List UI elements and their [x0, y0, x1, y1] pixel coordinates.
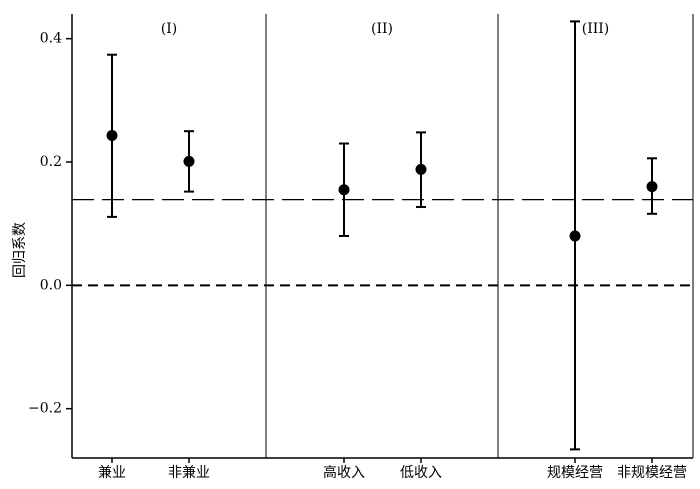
x-tick-label: 兼业: [98, 465, 126, 481]
x-tick-label: 低收入: [400, 465, 442, 481]
y-tick-label: 0.4: [40, 31, 62, 47]
point: [106, 129, 118, 141]
group-label: (II): [371, 21, 393, 37]
x-tick-label: 非兼业: [168, 465, 210, 481]
point: [183, 155, 195, 167]
group-label: (I): [161, 21, 177, 37]
y-tick-label: 0.2: [40, 154, 62, 170]
point: [338, 184, 350, 196]
x-tick-label: 非规模经营: [617, 465, 687, 481]
x-tick-label: 高收入: [323, 464, 365, 481]
point: [646, 181, 658, 193]
x-tick-label: 规模经营: [547, 465, 603, 481]
group-label: (III): [582, 21, 610, 37]
point: [415, 163, 427, 175]
y-tick-label: −0.2: [28, 401, 62, 417]
y-tick-label: 0.0: [40, 277, 62, 293]
point: [569, 230, 581, 242]
y-axis-label: 回归系数: [11, 222, 28, 278]
